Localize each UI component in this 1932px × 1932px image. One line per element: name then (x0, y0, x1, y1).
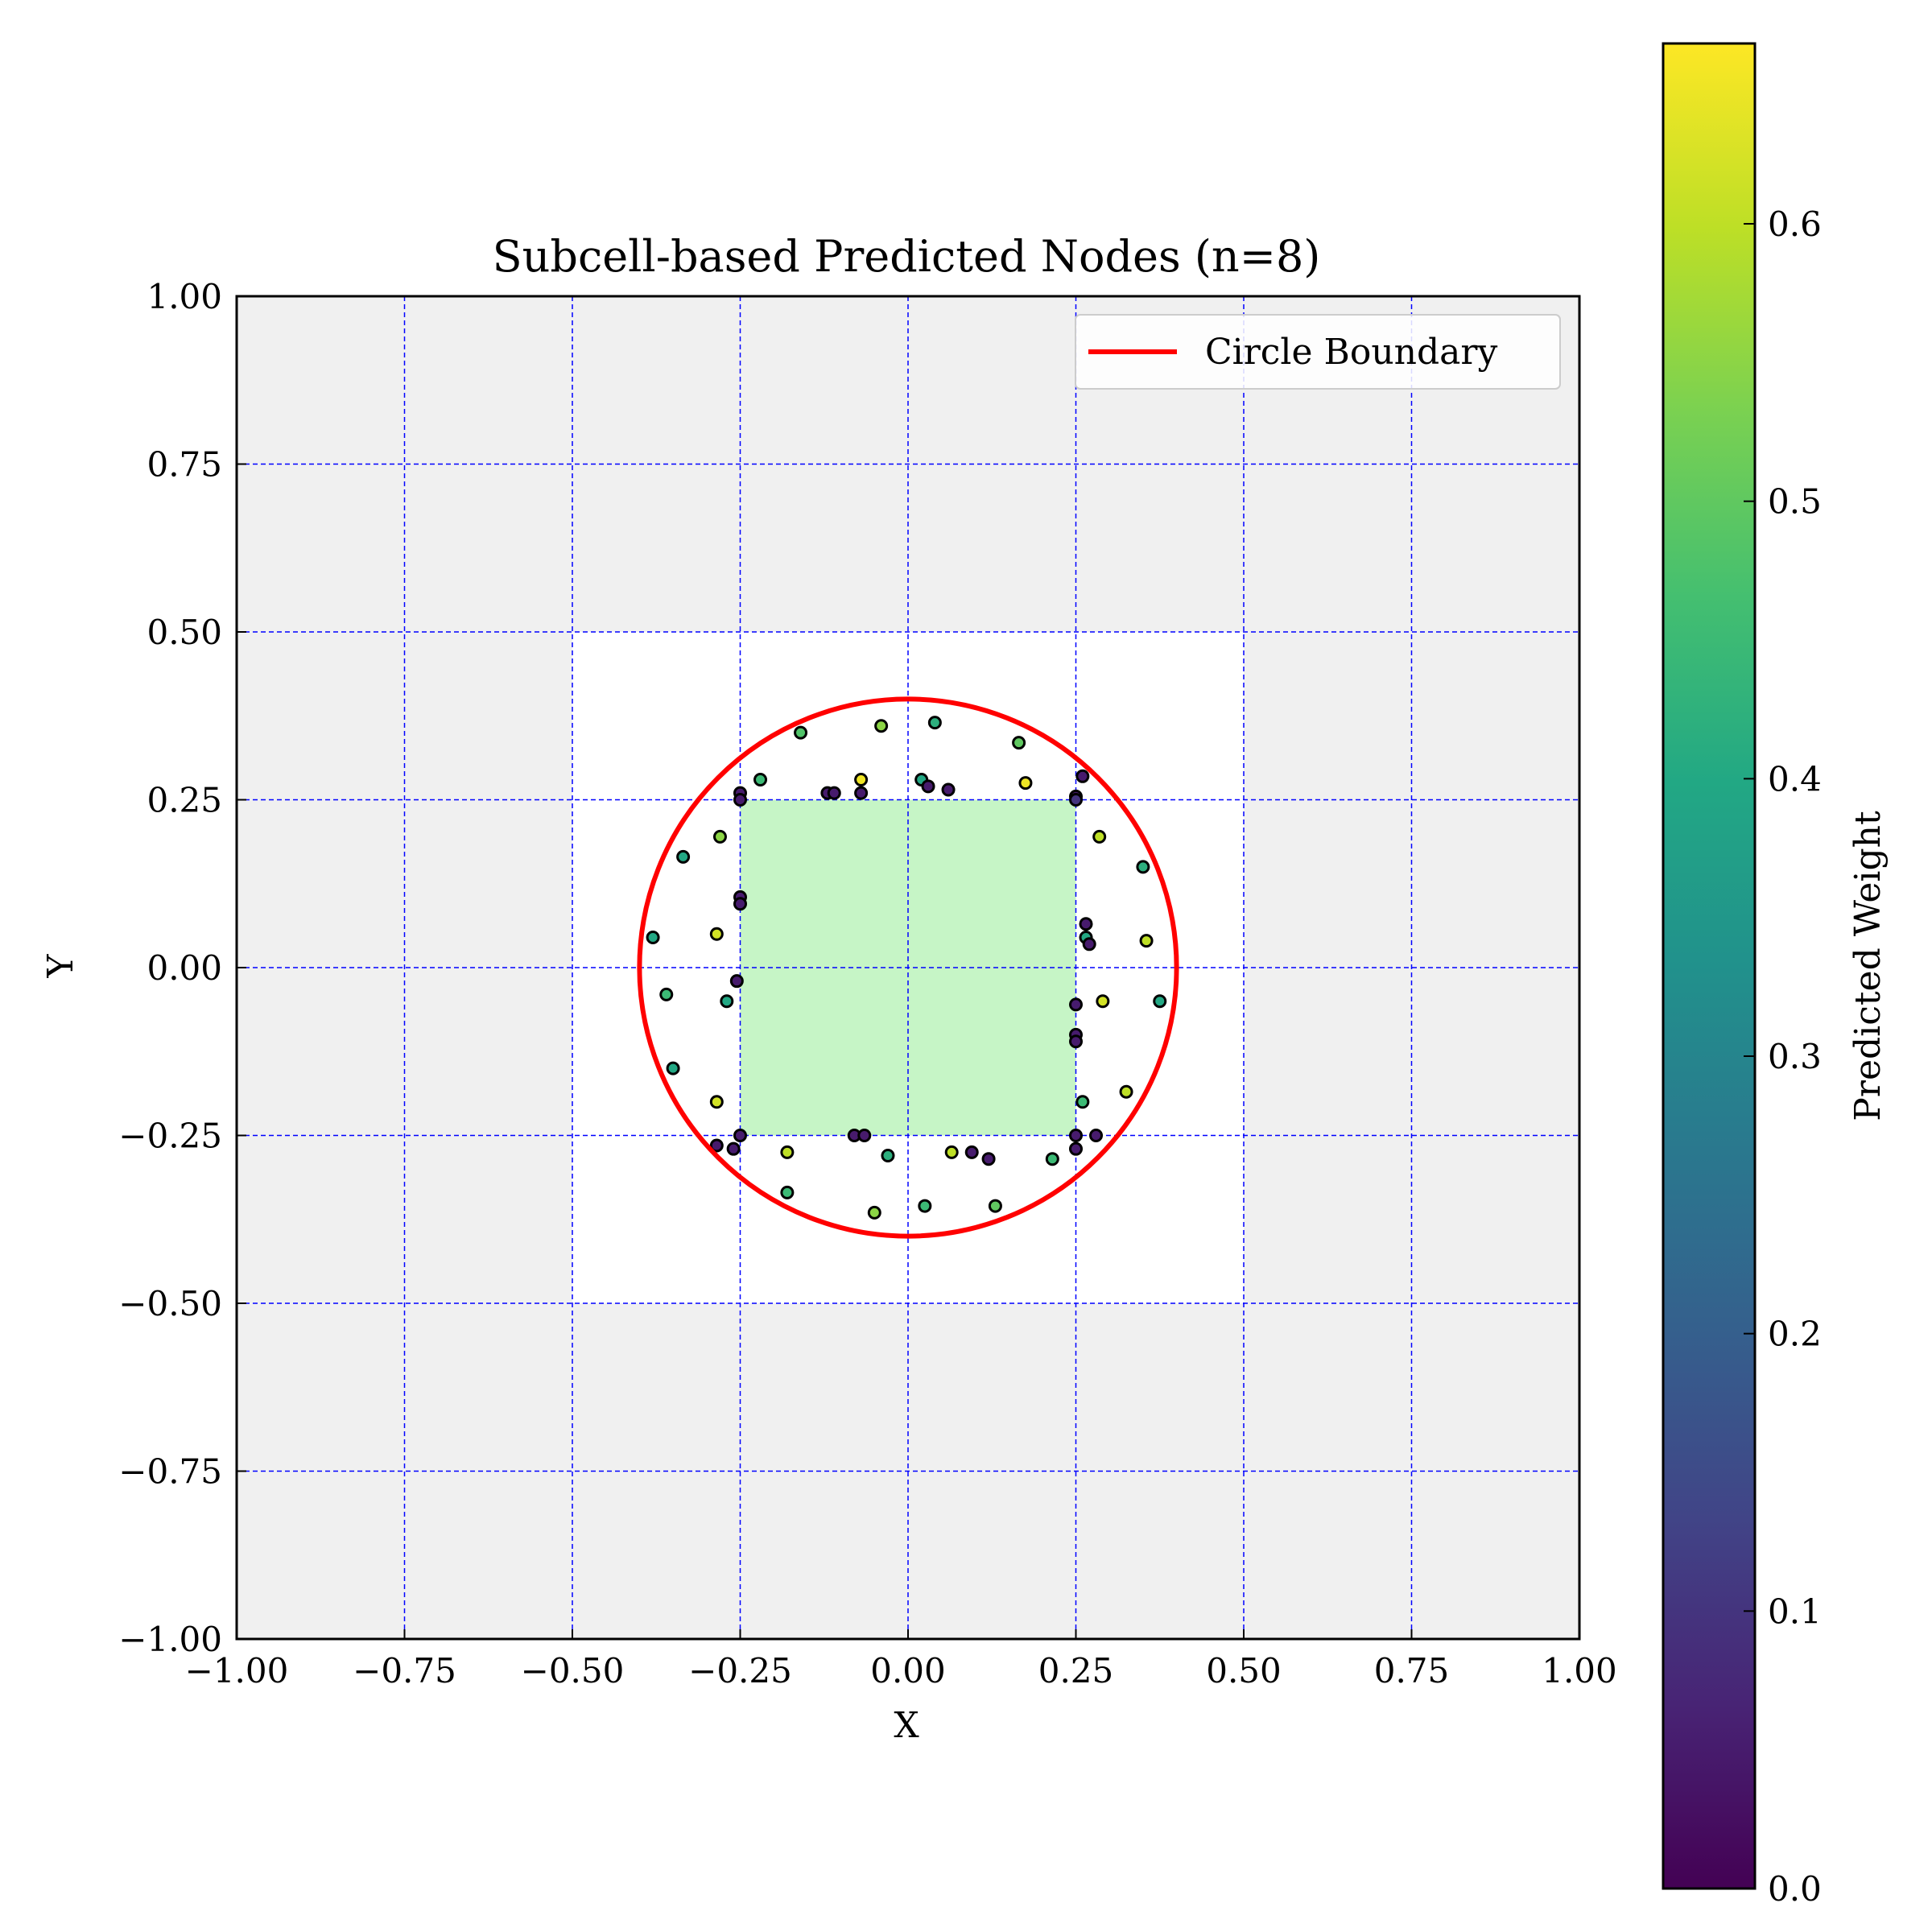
x-tick-label-2: −0.50 (521, 1651, 625, 1690)
node-point-56 (780, 1185, 795, 1199)
x-tick-label-7: 0.75 (1374, 1651, 1450, 1690)
node-point-35 (1069, 997, 1083, 1012)
colorbar-label: Predicted Weight (1847, 811, 1889, 1121)
node-point-3 (1012, 736, 1026, 750)
x-tick-label-6: 0.50 (1206, 1651, 1282, 1690)
predicted-nodes (646, 716, 1167, 1220)
node-point-2 (927, 716, 942, 730)
node-point-30 (729, 974, 744, 989)
node-point-44 (1089, 1129, 1104, 1142)
node-point-1 (874, 719, 889, 733)
node-point-50 (780, 1145, 795, 1159)
node-point-58 (988, 1199, 1002, 1213)
y-tick-label-3: −0.25 (118, 1117, 222, 1156)
node-point-31 (659, 987, 674, 1001)
node-point-46 (726, 1141, 741, 1156)
node-point-20 (676, 849, 691, 864)
node-point-43 (1069, 1129, 1083, 1142)
node-point-38 (666, 1061, 680, 1075)
node-point-55 (1045, 1152, 1059, 1166)
node-point-4 (753, 772, 768, 786)
y-axis-label: Y (40, 954, 81, 979)
node-point-51 (944, 1145, 959, 1159)
node-point-27 (646, 930, 660, 944)
node-point-52 (964, 1145, 979, 1159)
node-point-17 (1069, 793, 1083, 807)
y-tick-label-4: 0.00 (147, 948, 222, 988)
colorbar (1662, 42, 1757, 1890)
node-point-37 (1069, 1034, 1083, 1049)
y-axis-ticks: −1.00 −0.75 −0.50 −0.25 0.00 0.25 0.50 0.75 1.00 (118, 277, 246, 1659)
node-point-24 (1079, 917, 1093, 931)
y-tick-label-6: 0.50 (147, 613, 222, 652)
node-point-34 (1153, 994, 1167, 1009)
x-tick-label-8: 1.00 (1542, 1651, 1617, 1690)
node-point-8 (941, 782, 956, 797)
node-point-39 (1119, 1084, 1133, 1099)
node-point-54 (981, 1152, 996, 1166)
node-point-7 (921, 779, 935, 794)
x-axis-ticks: −1.00 −0.75 −0.50 −0.25 0.00 0.25 0.50 0.75 1.00 (185, 1629, 1617, 1690)
y-tick-label-7: 0.75 (147, 445, 222, 485)
y-tick-label-8: 1.00 (147, 277, 222, 316)
chart-title: Subcell-based Predicted Nodes (n=8) (493, 231, 1321, 282)
node-point-19 (1092, 829, 1107, 844)
node-point-26 (1082, 937, 1096, 952)
x-tick-label-3: −0.25 (688, 1651, 792, 1690)
y-tick-label-5: 0.25 (147, 781, 222, 820)
colorbar-tick-label-3: 0.3 (1768, 1037, 1822, 1076)
colorbar-tick-label-2: 0.2 (1768, 1315, 1822, 1354)
legend: Circle Boundary (1075, 314, 1561, 390)
node-point-42 (733, 1129, 747, 1142)
node-point-45 (709, 1138, 724, 1153)
node-point-23 (733, 897, 747, 911)
colorbar-tick-label-4: 0.4 (1768, 759, 1822, 799)
circle-boundary (637, 696, 1179, 1239)
y-tick-label-2: −0.50 (118, 1284, 222, 1323)
node-point-32 (720, 994, 734, 1009)
legend-label-circle-boundary: Circle Boundary (1205, 332, 1497, 373)
x-tick-label-4: 0.00 (870, 1651, 946, 1690)
colorbar-tick-label-5: 0.5 (1768, 482, 1822, 522)
node-point-15 (733, 793, 747, 807)
colorbar-ticks: 0.0 0.1 0.2 0.3 0.4 0.5 0.6 (1744, 204, 1822, 1909)
node-point-28 (709, 927, 724, 941)
node-point-59 (867, 1205, 881, 1220)
node-point-12 (854, 786, 869, 800)
node-point-5 (854, 772, 869, 786)
x-tick-label-1: −0.75 (353, 1651, 456, 1690)
node-point-21 (1136, 860, 1150, 874)
node-point-48 (857, 1129, 872, 1142)
node-point-11 (827, 786, 841, 800)
grid-lines (236, 295, 1580, 1640)
x-tick-label-0: −1.00 (185, 1651, 289, 1690)
y-tick-label-0: −1.00 (118, 1620, 222, 1659)
node-point-29 (1139, 934, 1154, 948)
node-point-13 (1075, 769, 1090, 783)
legend-box (1075, 314, 1561, 390)
node-point-40 (709, 1095, 724, 1109)
node-point-33 (1096, 994, 1110, 1009)
node-point-49 (1069, 1141, 1083, 1156)
x-axis-label: X (894, 1705, 919, 1746)
y-tick-label-1: −0.75 (118, 1452, 222, 1492)
x-tick-label-5: 0.25 (1038, 1651, 1114, 1690)
node-point-41 (1075, 1095, 1090, 1109)
node-point-53 (881, 1149, 895, 1163)
node-point-18 (712, 829, 727, 844)
node-point-57 (918, 1199, 932, 1213)
node-point-0 (794, 725, 808, 740)
node-point-9 (1018, 776, 1033, 791)
colorbar-tick-label-6: 0.6 (1768, 204, 1822, 244)
colorbar-tick-label-0: 0.0 (1768, 1869, 1822, 1909)
colorbar-tick-label-1: 0.1 (1768, 1591, 1822, 1631)
